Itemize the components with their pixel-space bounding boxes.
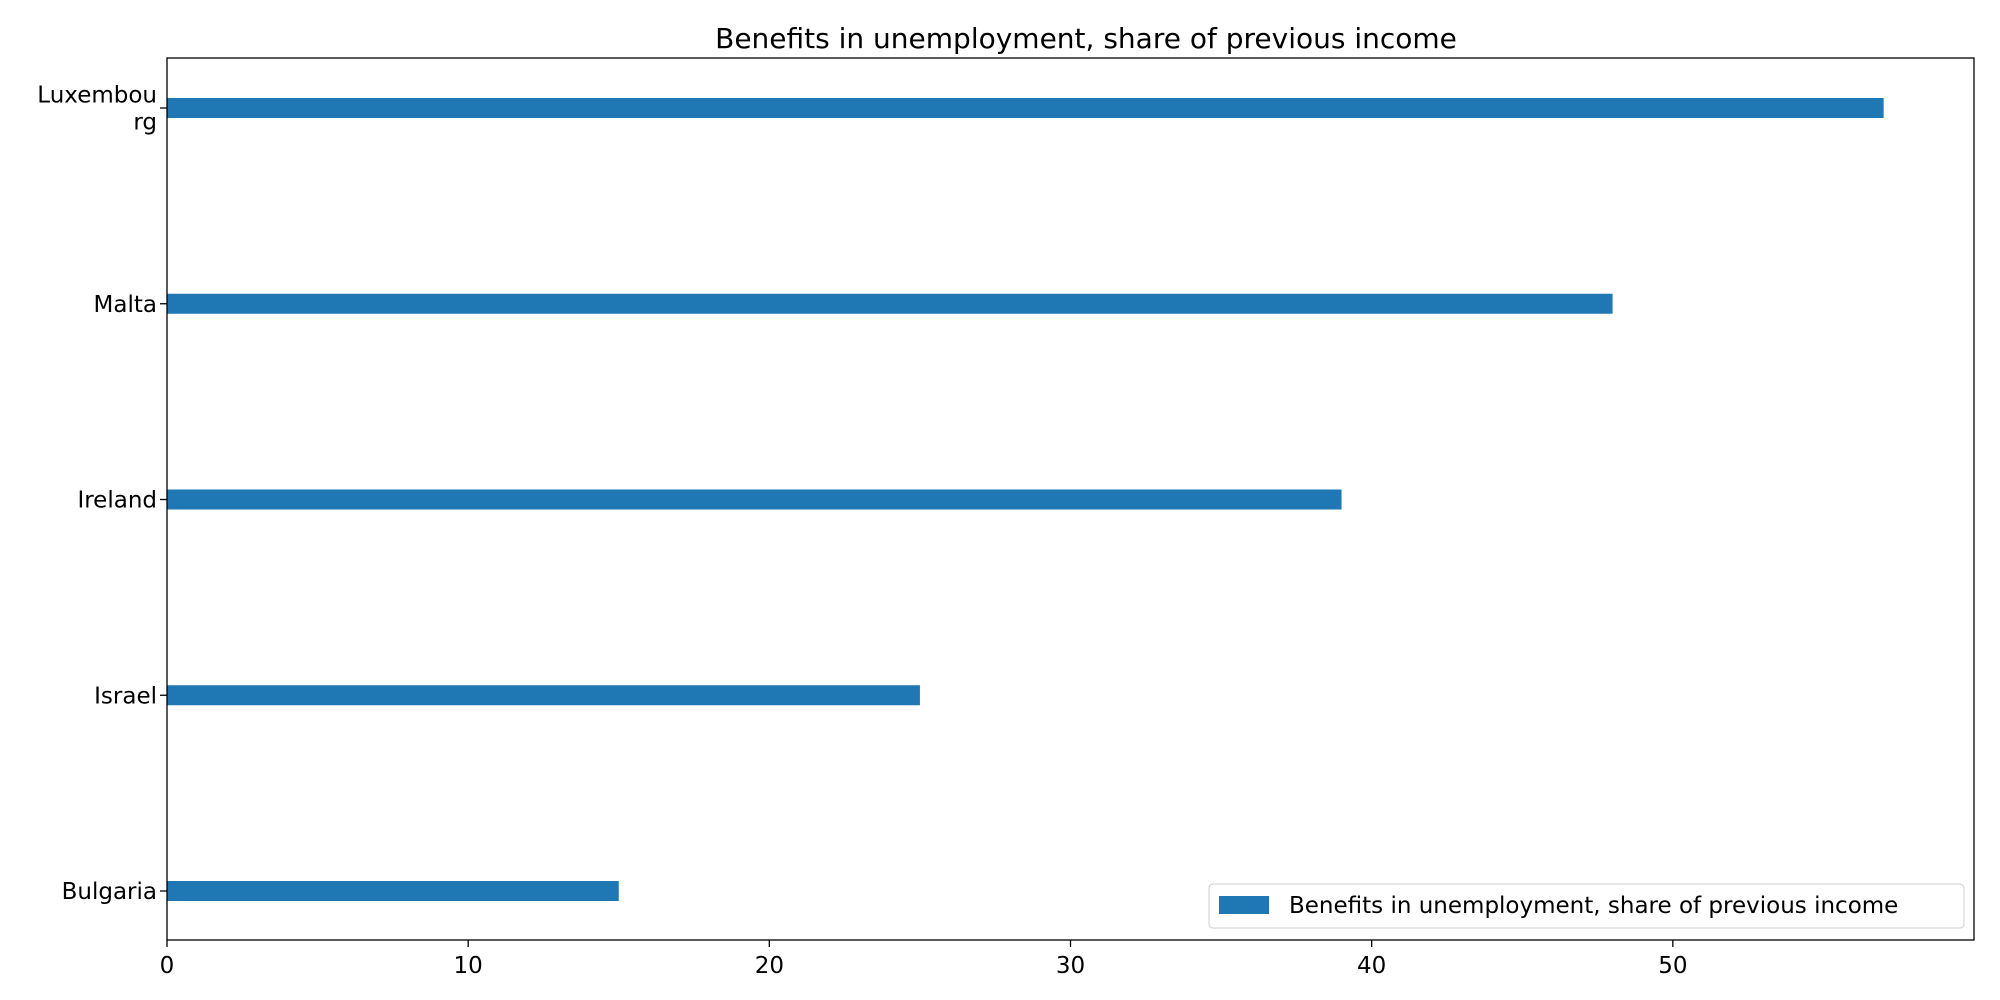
bar-bulgaria [167,881,619,901]
x-tick-label: 10 [454,953,483,979]
bar-luxembourg [167,98,1884,118]
y-tick-label: Malta [94,292,157,318]
y-tick-label: rg [133,110,157,136]
x-axis: 0 10 20 30 40 50 [160,940,1687,979]
legend: Benefits in unemployment, share of previ… [1208,883,1965,929]
x-tick-label: 50 [1658,953,1687,979]
bar-israel [167,685,920,706]
bar-ireland [167,489,1342,510]
legend-box [1208,883,1965,929]
legend-label: Benefits in unemployment, share of previ… [1289,893,1898,919]
chart-title: Benefits in unemployment, share of previ… [715,22,1457,55]
y-tick-label: Bulgaria [62,879,157,905]
bar-malta [167,293,1613,314]
x-tick-label: 20 [755,953,784,979]
x-tick-label: 40 [1357,953,1386,979]
y-tick-label: Luxembou [37,83,157,109]
y-tick-label: Ireland [77,488,157,514]
legend-swatch [1219,896,1269,914]
y-tick-label: Israel [94,683,157,709]
x-tick-label: 30 [1056,953,1085,979]
bars-layer [167,98,1884,901]
x-tick-label: 0 [160,953,175,979]
